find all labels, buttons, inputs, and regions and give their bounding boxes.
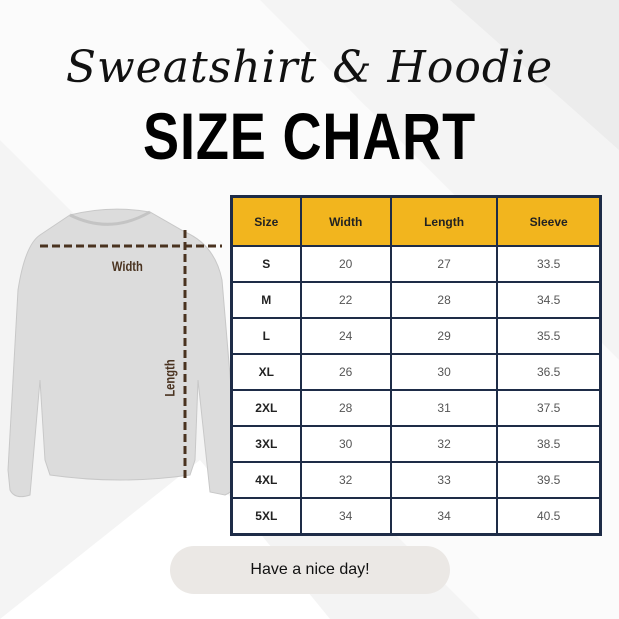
- measurement-cell: 26: [299, 353, 392, 391]
- measurement-cell: 39.5: [496, 461, 602, 499]
- size-cell: S: [230, 245, 302, 283]
- measurement-cell: 32: [299, 461, 392, 499]
- table-row: 3XL 30 32 38.5: [230, 425, 602, 463]
- measurement-cell: 34.5: [496, 281, 602, 319]
- size-cell: 3XL: [230, 425, 302, 463]
- measurement-cell: 20: [299, 245, 392, 283]
- measurement-cell: 33.5: [496, 245, 602, 283]
- table-row: 4XL 32 33 39.5: [230, 461, 602, 499]
- size-cell: M: [230, 281, 302, 319]
- measurement-cell: 29: [389, 317, 499, 355]
- measurement-cell: 30: [299, 425, 392, 463]
- table-row: XL 26 30 36.5: [230, 353, 602, 391]
- column-header: Length: [389, 195, 499, 247]
- measurement-cell: 22: [299, 281, 392, 319]
- title-script: Sweatshirt & Hoodie: [65, 42, 554, 93]
- measurement-cell: 37.5: [496, 389, 602, 427]
- table-row: L 24 29 35.5: [230, 317, 602, 355]
- width-label: Width: [111, 258, 143, 274]
- measurement-cell: 30: [389, 353, 499, 391]
- measurement-cell: 36.5: [496, 353, 602, 391]
- size-cell: L: [230, 317, 302, 355]
- measurement-cell: 40.5: [496, 497, 602, 536]
- measurement-cell: 38.5: [496, 425, 602, 463]
- sweatshirt-illustration: [7, 208, 239, 498]
- size-table: Size Width Length Sleeve S 20 27 33.5 M 22 28 34.5…: [230, 195, 602, 536]
- column-header: Width: [299, 195, 392, 247]
- size-cell: 4XL: [230, 461, 302, 499]
- have-a-nice-day-button[interactable]: Have a nice day!: [170, 546, 450, 594]
- size-cell: 2XL: [230, 389, 302, 427]
- measurement-cell: 24: [299, 317, 392, 355]
- measurement-cell: 35.5: [496, 317, 602, 355]
- measurement-cell: 27: [389, 245, 499, 283]
- table-row: S 20 27 33.5: [230, 245, 602, 283]
- measurement-cell: 34: [299, 497, 392, 536]
- measurement-cell: 28: [299, 389, 392, 427]
- measurement-cell: 31: [389, 389, 499, 427]
- measurement-cell: 33: [389, 461, 499, 499]
- measurement-cell: 28: [389, 281, 499, 319]
- table-row: M 22 28 34.5: [230, 281, 602, 319]
- length-label: Length: [161, 359, 178, 397]
- size-cell: 5XL: [230, 497, 302, 536]
- size-cell: XL: [230, 353, 302, 391]
- table-row: 2XL 28 31 37.5: [230, 389, 602, 427]
- measurement-cell: 32: [389, 425, 499, 463]
- column-header: Sleeve: [496, 195, 602, 247]
- page-title: SIZE CHART: [143, 99, 476, 173]
- measurement-cell: 34: [389, 497, 499, 536]
- column-header: Size: [230, 195, 302, 247]
- table-row: 5XL 34 34 40.5: [230, 497, 602, 536]
